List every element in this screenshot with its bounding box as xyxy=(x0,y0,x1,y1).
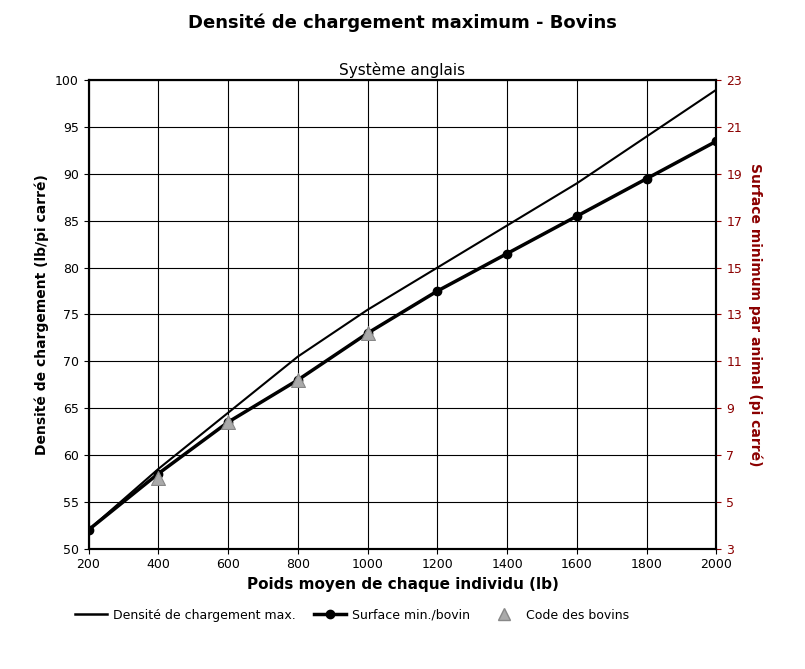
Point xyxy=(361,328,374,339)
X-axis label: Poids moyen de chaque individu (lb): Poids moyen de chaque individu (lb) xyxy=(246,577,559,592)
Point xyxy=(221,417,234,427)
Point xyxy=(152,473,165,484)
Y-axis label: Surface minimum par animal (pi carré): Surface minimum par animal (pi carré) xyxy=(749,163,763,466)
Legend: Densité de chargement max., Surface min./bovin, Code des bovins: Densité de chargement max., Surface min.… xyxy=(70,603,634,627)
Point xyxy=(291,375,304,385)
Y-axis label: Densité de chargement (lb/pi carré): Densité de chargement (lb/pi carré) xyxy=(35,174,49,455)
Text: Densité de chargement maximum - Bovins: Densité de chargement maximum - Bovins xyxy=(188,13,617,32)
Title: Système anglais: Système anglais xyxy=(340,62,465,78)
